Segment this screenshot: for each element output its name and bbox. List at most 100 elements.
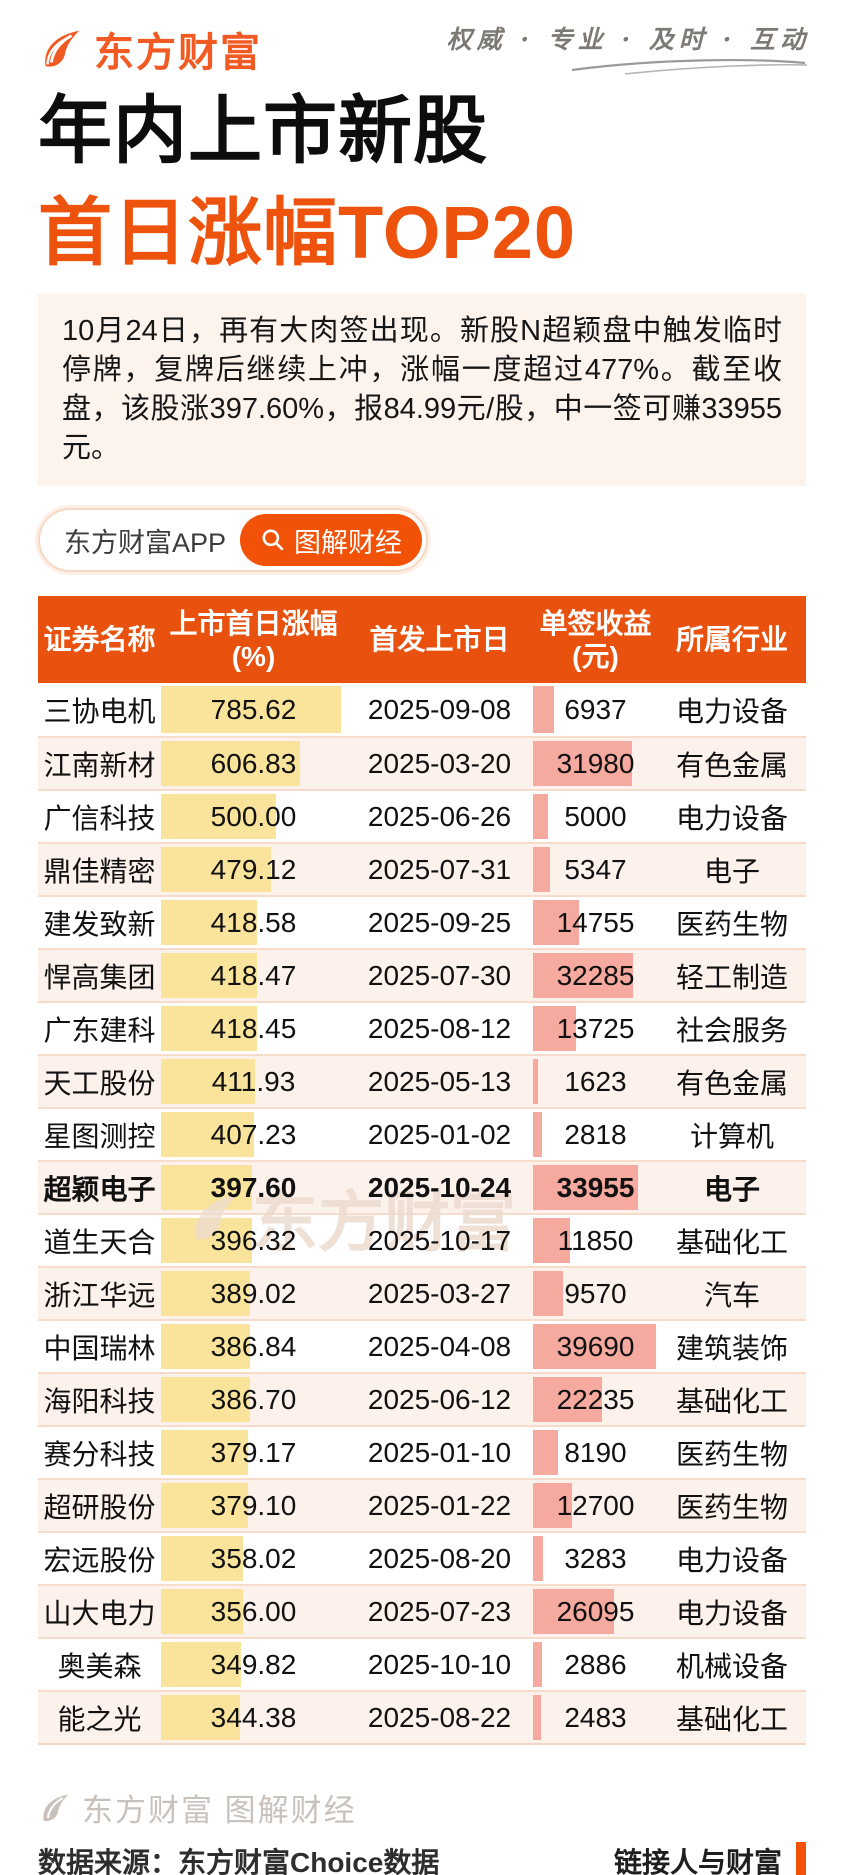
listing-date-cell-value: 2025-01-10 xyxy=(367,1436,512,1468)
profit-bar xyxy=(533,1430,559,1475)
profit-bar xyxy=(533,1483,573,1528)
industry-cell-value: 电力设备 xyxy=(675,695,788,727)
gain-bar xyxy=(161,953,257,998)
gain-cell-value: 379.10 xyxy=(210,1489,297,1521)
ipo-gains-table: 证券名称 上市首日涨幅 (%) 首发上市日 单签收益 (元) 所属行业 xyxy=(38,596,806,1745)
listing-date-cell-value: 2025-01-22 xyxy=(367,1489,512,1521)
table-row: 星图测控 407.23 2025-01-02 2818 计算机 xyxy=(38,1107,806,1160)
app-badge[interactable]: 东方财富APP 图解财经 xyxy=(38,508,429,572)
industry-cell-value: 有色金属 xyxy=(675,749,788,781)
listing-date-cell-value: 2025-10-17 xyxy=(367,1224,512,1256)
industry-cell: 汽车 xyxy=(658,1268,806,1319)
listing-date-cell-value: 2025-04-08 xyxy=(367,1330,512,1362)
slogan-line1: 链接人与财富 xyxy=(613,1847,782,1875)
gain-cell: 379.17 xyxy=(161,1427,346,1478)
profit-cell-value: 12700 xyxy=(556,1489,635,1521)
intro-paragraph: 10月24日，再有大肉签出现。新股N超颖盘中触发临时停牌，复牌后继续上冲，涨幅一… xyxy=(38,294,806,486)
industry-cell-value: 电力设备 xyxy=(675,802,788,834)
table-row: 山大电力 356.00 2025-07-23 26095 电力设备 xyxy=(38,1584,806,1637)
industry-cell: 电力设备 xyxy=(658,683,806,736)
gain-cell: 344.38 xyxy=(161,1692,346,1743)
listing-date-cell: 2025-04-08 xyxy=(346,1321,533,1372)
industry-cell: 基础化工 xyxy=(658,1692,806,1743)
stock-name-cell-value: 赛分科技 xyxy=(43,1438,156,1470)
stock-name-cell: 鼎佳精密 xyxy=(38,844,161,895)
profit-bar xyxy=(533,1536,544,1581)
profit-cell-value: 1623 xyxy=(564,1065,627,1097)
gain-bar xyxy=(161,1271,251,1316)
footer-bottom: 数据来源：东方财富Choice数据 制图时间：10月24日 链接人与财富 为用户… xyxy=(38,1842,806,1875)
industry-cell: 电力设备 xyxy=(658,791,806,842)
industry-cell-value: 基础化工 xyxy=(675,1703,788,1735)
gain-cell-value: 356.00 xyxy=(210,1595,297,1627)
industry-cell: 电力设备 xyxy=(658,1533,806,1584)
gain-cell-value: 349.82 xyxy=(210,1648,297,1680)
profit-cell: 2818 xyxy=(533,1109,658,1160)
stock-name-cell-value: 中国瑞林 xyxy=(43,1332,156,1364)
gain-cell: 479.12 xyxy=(161,844,346,895)
table-row: 道生天合 396.32 2025-10-17 11850 基础化工 xyxy=(38,1213,806,1266)
swoosh-underline-icon xyxy=(571,59,808,75)
stock-name-cell-value: 海阳科技 xyxy=(43,1385,156,1417)
stock-name-cell-value: 超颖电子 xyxy=(43,1173,156,1205)
table-row: 广信科技 500.00 2025-06-26 5000 电力设备 xyxy=(38,789,806,842)
listing-date-cell: 2025-01-02 xyxy=(346,1109,533,1160)
industry-cell-value: 社会服务 xyxy=(675,1014,788,1046)
profit-bar xyxy=(533,1377,602,1422)
profit-bar xyxy=(533,1218,570,1263)
tag-pill-label: 图解财经 xyxy=(294,527,403,558)
gain-bar xyxy=(161,1112,255,1157)
table-row: 广东建科 418.45 2025-08-12 13725 社会服务 xyxy=(38,1001,806,1054)
gain-cell: 389.02 xyxy=(161,1268,346,1319)
table-row: 奥美森 349.82 2025-10-10 2886 机械设备 xyxy=(38,1637,806,1690)
listing-date-cell-value: 2025-06-12 xyxy=(367,1383,512,1415)
table-row: 浙江华远 389.02 2025-03-27 9570 汽车 xyxy=(38,1266,806,1319)
listing-date-cell: 2025-07-23 xyxy=(346,1586,533,1637)
table-row: 海阳科技 386.70 2025-06-12 22235 基础化工 xyxy=(38,1372,806,1425)
title-line1: 年内上市新股 xyxy=(38,89,488,172)
tag-pill-button[interactable]: 图解财经 xyxy=(240,514,423,566)
profit-cell-value: 39690 xyxy=(556,1330,635,1362)
gain-cell-value: 418.47 xyxy=(210,959,297,991)
profit-cell-value: 32285 xyxy=(556,959,635,991)
industry-cell-value: 轻工制造 xyxy=(675,961,788,993)
gain-cell-value: 386.70 xyxy=(210,1383,297,1415)
profit-bar xyxy=(533,1642,542,1687)
col-header-gain: 上市首日涨幅 (%) xyxy=(169,607,338,672)
stock-name-cell-value: 道生天合 xyxy=(43,1226,156,1258)
profit-cell: 13725 xyxy=(533,1003,658,1054)
stock-name-cell-value: 宏远股份 xyxy=(43,1544,156,1576)
profit-bar xyxy=(533,1695,541,1740)
gain-cell: 418.45 xyxy=(161,1003,346,1054)
industry-cell: 电子 xyxy=(658,1162,806,1213)
industry-cell-value: 基础化工 xyxy=(675,1226,788,1258)
listing-date-cell: 2025-10-17 xyxy=(346,1215,533,1266)
industry-cell-value: 电子 xyxy=(703,855,760,887)
listing-date-cell-value: 2025-08-12 xyxy=(367,1012,512,1044)
gain-cell-value: 785.62 xyxy=(210,693,297,725)
gain-bar xyxy=(161,686,341,733)
profit-cell: 5347 xyxy=(533,844,658,895)
listing-date-cell-value: 2025-10-10 xyxy=(367,1648,512,1680)
table-row: 江南新材 606.83 2025-03-20 31980 有色金属 xyxy=(38,736,806,789)
col-header-date: 首发上市日 xyxy=(369,624,510,655)
listing-date-cell-value: 2025-03-27 xyxy=(367,1277,512,1309)
stock-name-cell: 江南新材 xyxy=(38,738,161,789)
stock-name-cell-value: 建发致新 xyxy=(43,908,156,940)
profit-bar xyxy=(533,847,550,892)
gain-cell: 418.47 xyxy=(161,950,346,1001)
gain-bar xyxy=(161,1642,242,1687)
stock-name-cell: 浙江华远 xyxy=(38,1268,161,1319)
page-header: 东方财富 权威 · 专业 · 及时 · 互动 xyxy=(0,0,844,78)
table-header-row: 证券名称 上市首日涨幅 (%) 首发上市日 单签收益 (元) 所属行业 xyxy=(38,596,806,683)
stock-name-cell: 超研股份 xyxy=(38,1480,161,1531)
footer-watermark-text: 东方财富 图解财经 xyxy=(82,1793,357,1828)
stock-name-cell: 宏远股份 xyxy=(38,1533,161,1584)
flame-logo-icon xyxy=(45,30,80,67)
stock-name-cell-value: 浙江华远 xyxy=(43,1279,156,1311)
listing-date-cell-value: 2025-10-24 xyxy=(367,1171,512,1203)
profit-cell-value: 5000 xyxy=(564,800,627,832)
profit-bar xyxy=(533,1006,576,1051)
industry-cell: 社会服务 xyxy=(658,1003,806,1054)
gain-cell: 386.70 xyxy=(161,1374,346,1425)
